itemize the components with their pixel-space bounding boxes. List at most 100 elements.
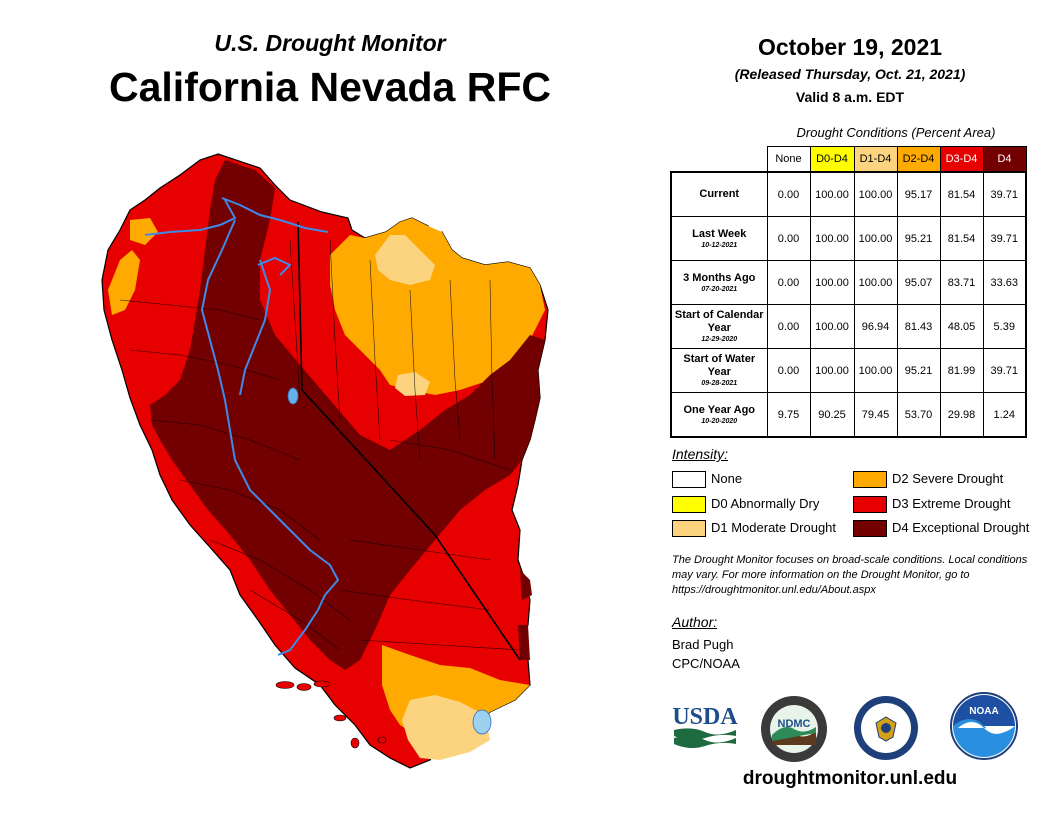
legend-swatch (672, 520, 706, 537)
table-cell: 100.00 (853, 216, 898, 261)
table-cell: 100.00 (809, 171, 855, 217)
row-date: 12-29-2020 (701, 336, 738, 343)
table-cell: 90.25 (809, 392, 855, 438)
column-header: D0-D4 (809, 146, 855, 173)
column-header: D3-D4 (939, 146, 984, 173)
table-cell: 83.71 (939, 260, 984, 305)
d4-area-southeast-edge (518, 625, 530, 660)
d1-area-south (402, 695, 490, 760)
table-cell: 100.00 (809, 216, 855, 261)
state-border (297, 221, 521, 661)
d4-area-east-edge (520, 570, 532, 600)
row-date: 10-12-2021 (701, 241, 738, 249)
table-cell: 0.00 (766, 171, 811, 217)
table-cell: 95.07 (896, 260, 941, 305)
row-label: Current (670, 171, 768, 217)
row-label: One Year Ago 10-20-2020 (670, 392, 768, 438)
table-row: Last Week 10-12-2021 0.00 100.00 100.00 9… (670, 216, 1027, 261)
column-header: None (766, 146, 811, 173)
table-cell: 39.71 (982, 348, 1027, 393)
table-caption: Drought Conditions (Percent Area) (796, 125, 996, 140)
disclaimer-note: The Drought Monitor focuses on broad-sca… (672, 554, 1028, 596)
table-cell: 0.00 (766, 304, 811, 349)
ndmc-logo-text: NDMC (778, 718, 811, 730)
table-row: One Year Ago 10-20-2020 9.75 90.25 79.45 … (670, 392, 1027, 438)
table-cell: 95.21 (896, 216, 941, 261)
d2-area-northwest (108, 250, 140, 315)
table-cell: 81.99 (939, 348, 984, 393)
table-cell: 1.24 (982, 392, 1027, 438)
table-cell: 100.00 (809, 304, 855, 349)
usda-logo: USDA (672, 704, 738, 748)
d1-area-northeast (375, 235, 435, 285)
noaa-logo: NOAA (950, 692, 1018, 760)
table-cell: 79.45 (853, 392, 898, 438)
map-date: October 19, 2021 (757, 34, 943, 60)
table-cell: 53.70 (896, 392, 941, 438)
d4-area-central (150, 160, 545, 670)
table-cell: 100.00 (853, 260, 898, 305)
row-date: 09-28-2021 (701, 380, 738, 387)
row-date: 10-20-2020 (701, 417, 738, 425)
table-cell: 96.94 (853, 304, 898, 349)
map-title: California Nevada RFC (109, 64, 551, 110)
channel-islands (275, 680, 387, 749)
table-cell: 95.17 (896, 171, 941, 217)
author-org: CPC/NOAA (672, 656, 740, 671)
legend-swatch (853, 471, 887, 488)
table-cell: 0.00 (766, 260, 811, 305)
d2-area-north-tip (130, 218, 158, 245)
table-corner (671, 147, 767, 173)
table-cell: 100.00 (853, 348, 898, 393)
author-name: Brad Pugh (672, 637, 734, 652)
commerce-logo (854, 696, 918, 760)
row-label: Start of Water Year 09-28-2021 (670, 348, 768, 393)
drought-map (101, 153, 549, 769)
row-label: 3 Months Ago 07-20-2021 (670, 260, 768, 305)
legend-swatch (853, 520, 887, 537)
ndmc-logo: NDMC (761, 696, 827, 762)
legend-title: Intensity: (672, 446, 729, 462)
table-cell: 100.00 (853, 171, 898, 217)
table-cell: 5.39 (982, 304, 1027, 349)
legend-swatch (853, 496, 887, 513)
row-date: 07-20-2021 (701, 285, 738, 293)
lake-tahoe (287, 387, 299, 405)
legend-swatch (672, 496, 706, 513)
table-header-row: None D0-D4 D1-D4 D2-D4 D3-D4 D4 (671, 146, 1027, 173)
table-row: Start of Calendar Year 12-29-2020 0.00 10… (670, 304, 1027, 349)
release-date: (Released Thursday, Oct. 21, 2021) (734, 66, 966, 82)
table-cell: 9.75 (766, 392, 811, 438)
legend-label: D0 Abnormally Dry (711, 496, 820, 511)
table-cell: 0.00 (766, 348, 811, 393)
table-cell: 39.71 (982, 171, 1027, 217)
legend-label: None (711, 471, 743, 486)
legend-label: D1 Moderate Drought (711, 520, 837, 535)
d1-area-center (395, 372, 430, 396)
row-label: Start of Calendar Year 12-29-2020 (670, 304, 768, 349)
column-header: D1-D4 (853, 146, 898, 173)
table-cell: 48.05 (939, 304, 984, 349)
table-cell: 29.98 (939, 392, 984, 438)
drought-conditions-table: None D0-D4 D1-D4 D2-D4 D3-D4 D4 Current … (670, 146, 1027, 438)
salton-sea (472, 709, 492, 735)
map-subtitle: U.S. Drought Monitor (214, 30, 446, 56)
noaa-logo-text: NOAA (969, 706, 998, 717)
table-row: Current 0.00 100.00 100.00 95.17 81.54 3… (670, 171, 1027, 217)
usda-logo-text: USDA (672, 704, 738, 730)
table-cell: 39.71 (982, 216, 1027, 261)
author-heading: Author: (672, 614, 718, 630)
table-cell: 81.54 (939, 171, 984, 217)
legend-label: D4 Exceptional Drought (892, 520, 1030, 535)
table-cell: 81.54 (939, 216, 984, 261)
table-cell: 81.43 (896, 304, 941, 349)
table-row: Start of Water Year 09-28-2021 0.00 100.0… (670, 348, 1027, 393)
valid-time: Valid 8 a.m. EDT (795, 89, 905, 105)
rivers (144, 197, 340, 656)
column-header: D2-D4 (896, 146, 941, 173)
table-cell: 95.21 (896, 348, 941, 393)
table-cell: 0.00 (766, 216, 811, 261)
column-header: D4 (982, 146, 1027, 173)
table-row: 3 Months Ago 07-20-2021 0.00 100.00 100.0… (670, 260, 1027, 305)
table-cell: 33.63 (982, 260, 1027, 305)
